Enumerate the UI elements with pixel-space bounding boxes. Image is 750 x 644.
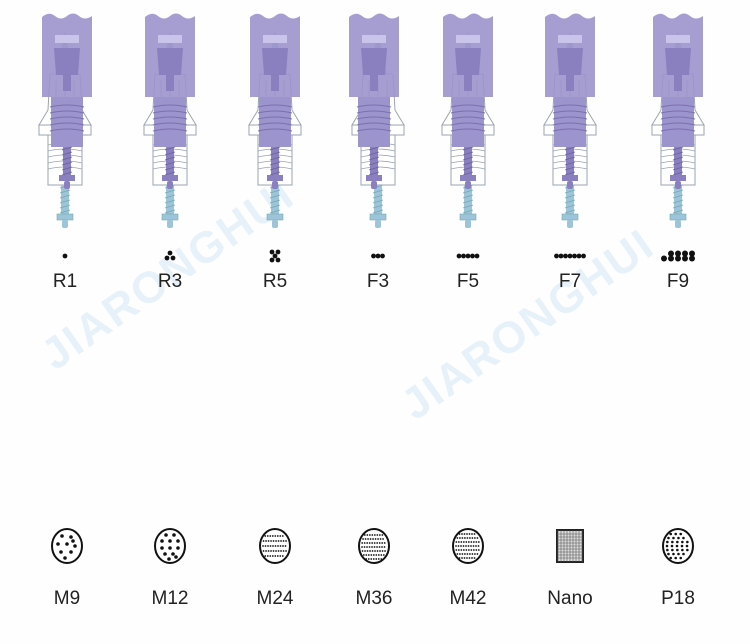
needle-type-label: Nano: [547, 588, 593, 609]
needle-type-label: M9: [53, 588, 81, 609]
cartridge-m24: M24: [220, 0, 330, 644]
needle-type-label: F9: [666, 271, 690, 292]
cartridge-m9: M9: [12, 0, 122, 644]
cartridge-m36: M36: [319, 0, 429, 644]
needle-type-label: F5: [456, 271, 480, 292]
cartridge-m12: M12: [115, 0, 225, 644]
needle-type-label: F3: [366, 271, 390, 292]
needle-type-label: M24: [256, 588, 294, 609]
needle-type-label: M42: [449, 588, 487, 609]
needle-type-label: R1: [52, 271, 78, 292]
cartridge-p18: P18: [623, 0, 733, 644]
needle-type-label: M36: [355, 588, 393, 609]
needle-type-label: R5: [262, 271, 288, 292]
cartridge-nano: Nano: [515, 0, 625, 644]
needle-type-label: R3: [157, 271, 183, 292]
needle-type-label: M12: [151, 588, 189, 609]
needle-type-label: F7: [558, 271, 582, 292]
needle-type-label: P18: [661, 588, 695, 609]
cartridge-m42: M42: [413, 0, 523, 644]
